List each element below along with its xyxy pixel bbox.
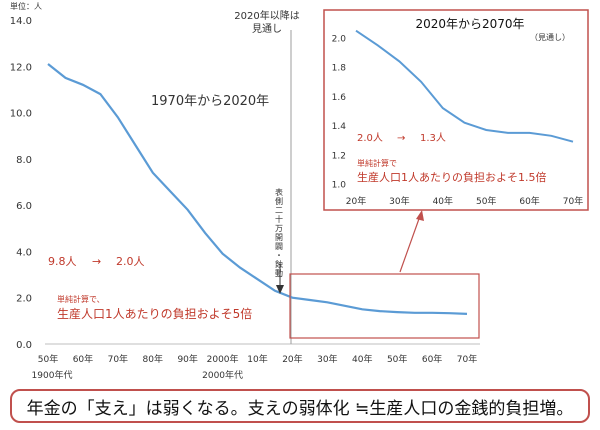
inset-x-tick-label: 20年 — [346, 195, 366, 207]
main-x-tick-label: 80年 — [143, 353, 163, 365]
inset-y-tick-label: 1.8 — [332, 64, 347, 74]
main-change-from: 9.8人 — [48, 255, 77, 268]
x-era-label-2000s: 2000年代 — [202, 369, 243, 381]
x-era-label-1900s: 1900年代 — [32, 369, 73, 381]
inset-panel — [323, 9, 589, 211]
inset-change-to: 1.3人 — [420, 132, 446, 144]
caption-text: 年金の「支え」は弱くなる。支えの弱体化 ≒生産人口の金銭的負担増。 — [26, 398, 574, 419]
main-x-tick-label: 50年 — [38, 353, 58, 365]
main-x-tick-label: 70年 — [108, 353, 128, 365]
main-y-tick-label: 10.0 — [10, 109, 32, 120]
inset-x-axis: 20年 30年 40年 50年 60年 70年 — [346, 195, 583, 207]
inset-y-tick-label: 2.0 — [332, 35, 347, 45]
main-y-tick-label: 12.0 — [10, 62, 32, 73]
inset-title: 2020年から2070年 — [415, 17, 524, 31]
main-x-tick-label: 40年 — [352, 353, 372, 365]
vertical-note-arrowhead — [276, 285, 284, 294]
main-chart-title: 1970年から2020年 — [151, 94, 269, 109]
main-series-line — [47, 63, 468, 315]
main-annotation-small: 単純計算で、 — [57, 294, 105, 304]
main-y-tick-label: 8.0 — [16, 155, 32, 166]
main-x-tick-label: 50年 — [387, 353, 407, 365]
unit-label: 単位：人 — [10, 1, 42, 11]
inset-y-tick-label: 1.4 — [332, 122, 347, 132]
inset-y-tick-label: 1.0 — [332, 181, 347, 191]
inset-x-tick-label: 50年 — [476, 195, 496, 207]
inset-x-tick-label: 60年 — [519, 195, 539, 207]
main-x-axis: 50年 60年 70年 80年 90年 2000年 10年 20年 30年 40年 50年 60年 70… — [32, 353, 478, 381]
main-x-tick-label: 60年 — [422, 353, 442, 365]
divider-label-line2: 見通し — [252, 23, 282, 35]
main-y-tick-label: 14.0 — [10, 16, 32, 27]
main-change-to: 2.0人 — [116, 255, 145, 268]
main-change-arrow: → — [92, 255, 101, 268]
main-x-tick-label: 90年 — [177, 353, 197, 365]
inset-y-tick-label: 1.6 — [332, 93, 347, 103]
inset-x-tick-label: 70年 — [563, 195, 583, 207]
caption-box: 年金の「支え」は弱くなる。支えの弱体化 ≒生産人口の金銭的負担増。 — [10, 389, 590, 423]
main-y-tick-label: 4.0 — [16, 247, 32, 258]
inset-annotation-main: 生産人口1人あたりの負担およそ1.5倍 — [357, 170, 547, 184]
vertical-note: 表側二十万開闢・蝕動 — [275, 187, 284, 278]
main-annotation-main: 生産人口1人あたりの負担およそ5倍 — [57, 306, 252, 321]
inset-x-tick-label: 40年 — [433, 195, 453, 207]
inset-change-arrow: → — [397, 133, 405, 144]
divider-label-line1: 2020年以降は — [234, 9, 299, 22]
main-x-tick-label: 20年 — [282, 353, 302, 365]
main-x-tick-label: 30年 — [317, 353, 337, 365]
main-y-axis: 0.0 2.0 4.0 6.0 8.0 10.0 12.0 14.0 — [10, 16, 32, 351]
inset-annotation-small: 単純計算で — [357, 158, 397, 168]
highlight-box — [289, 273, 480, 339]
inset-change-from: 2.0人 — [357, 132, 383, 144]
inset-x-tick-label: 30年 — [389, 195, 409, 207]
zoom-connector-line — [399, 215, 421, 273]
main-x-tick-label: 10年 — [247, 353, 267, 365]
main-y-tick-label: 0.0 — [16, 340, 32, 351]
main-x-tick-label: 70年 — [457, 353, 477, 365]
main-y-tick-label: 6.0 — [16, 201, 32, 212]
main-x-tick-label: 60年 — [73, 353, 93, 365]
zoom-connector-arrowhead — [416, 210, 424, 221]
inset-y-tick-label: 1.2 — [332, 151, 346, 161]
main-y-tick-label: 2.0 — [16, 294, 32, 305]
main-x-tick-label: 2000年 — [207, 353, 239, 365]
inset-series-line — [355, 29, 574, 143]
inset-subtitle: （見通し） — [530, 32, 570, 42]
inset-y-axis: 1.0 1.2 1.4 1.6 1.8 2.0 — [332, 35, 347, 191]
